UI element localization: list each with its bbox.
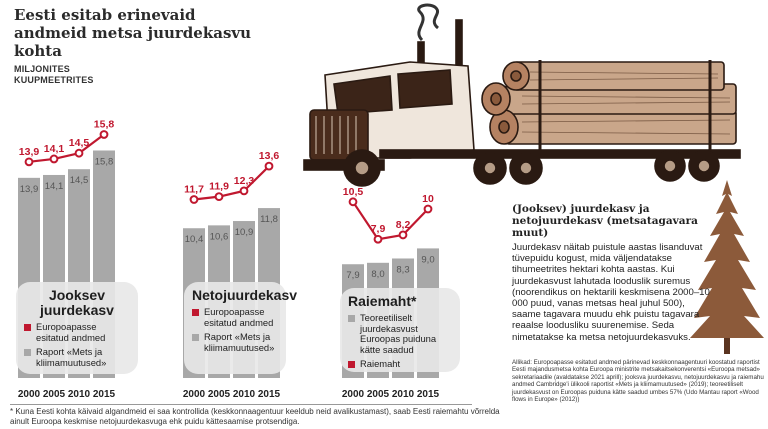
bar-value-label: 14,1 [45,181,64,192]
panel-title: Netojuurdekasv [192,287,298,303]
line-value-label: 14,5 [69,137,90,149]
panel-legend-box: Raiemaht* Teoreetiliselt juurdekasvust E… [340,288,460,372]
x-tick-label: 2005 [43,389,66,400]
x-tick-label: 2000 [18,389,41,400]
x-tick-label: 2015 [258,389,281,400]
truck-wheels [343,149,720,187]
bar-value-label: 8,3 [396,264,409,275]
line-point [24,157,34,167]
x-tick-label: 2015 [417,389,440,400]
x-tick-label: 2000 [183,389,206,400]
series-line [28,133,105,163]
truck-chassis [379,149,741,159]
legend-label: Europoapasse esitatud andmed [204,306,274,328]
series-line [352,201,429,241]
bar-value-label: 10,4 [185,234,204,245]
bar-value-label: 11,8 [260,214,278,225]
bar-value-label: 10,6 [210,231,229,242]
legend-label: Teoreetiliselt juurdekasvust Euroopas pu… [360,312,437,355]
side-explanation: (Jooksev) juurdekasv ja netojuurdekasv (… [512,203,710,343]
x-tick-label: 2005 [208,389,231,400]
line-value-label: 11,9 [209,181,229,193]
legend-swatch-red [192,309,199,316]
spruce-tree-illustration [690,180,764,354]
bar-value-label: 9,0 [421,254,434,265]
legend-label: Raport «Mets ja kliimamuutused» [204,331,275,353]
legend-item: Europoapasse esitatud andmed [24,321,130,343]
x-tick-label: 2000 [342,389,365,400]
line-point [423,204,433,214]
line-value-label: 13,9 [19,146,40,158]
source-note: Allikad: Europoapasse esitatud andmed pä… [512,359,764,404]
legend-item: Raiemaht [348,358,452,370]
side-title: (Jooksev) juurdekasv ja netojuurdekasv (… [512,203,698,239]
legend-label: Europoapasse esitatud andmed [36,321,106,343]
legend-item: Europoapasse esitatud andmed [192,306,278,328]
unit-label: MILJONITES KUUPMEETRITES [14,64,114,86]
legend-swatch-red [348,361,355,368]
line-point [49,154,59,164]
bar-value-label: 8,0 [371,269,384,280]
bar-value-label: 14,5 [70,175,89,186]
line-value-label: 10,5 [343,186,364,198]
line-point [239,186,249,196]
panel-legend-box: Netojuurdekasv Europoapasse esitatud and… [184,282,298,374]
x-tick-label: 2010 [233,389,256,400]
line-point [264,161,274,171]
x-tick-label: 2010 [392,389,415,400]
side-text: Juurdekasv näitab puistule aastas lisand… [512,242,710,343]
line-value-label: 7,9 [371,223,386,235]
line-point [373,234,383,244]
bar-value-label: 13,9 [20,184,39,195]
line-point [189,195,199,204]
legend-item: Raport «Mets ja kliimamuutused» [24,346,130,368]
panel-title: Jooksev juurdekasv [40,287,114,318]
x-tick-label: 2010 [68,389,91,400]
logs [505,61,737,145]
bar-value-label: 10,9 [235,227,254,238]
divider [10,404,472,405]
line-value-label: 11,7 [184,184,204,196]
panel-legend-box: Jooksev juurdekasv Europoapasse esitatud… [16,282,138,374]
line-value-label: 13,6 [259,150,280,162]
x-tick-label: 2005 [367,389,390,400]
legend-label: Raport «Mets ja kliimamuutused» [36,346,107,368]
line-value-label: 14,1 [44,143,65,155]
line-point [99,130,109,139]
line-value-label: 10 [422,193,434,205]
page-title: Eesti esitab erinevaid andmeid metsa juu… [14,6,254,60]
log-truck-illustration [303,3,741,187]
unit-label-text: MILJONITES KUUPMEETRITES [14,64,94,85]
smoke-icon [417,3,440,42]
line-point [348,197,358,207]
footnote: * Kuna Eesti kohta käivaid algandmeid ei… [10,407,500,426]
line-point [398,230,408,240]
x-tick-label: 2015 [93,389,116,400]
log-ends [481,61,530,145]
legend-swatch-grey [24,349,31,356]
bar-value-label: 7,9 [346,270,359,281]
legend-item: Teoreetiliselt juurdekasvust Euroopas pu… [348,312,452,355]
line-point [74,148,84,158]
legend-label: Raiemaht [360,358,401,369]
legend-swatch-grey [348,315,355,322]
panel-title: Raiemaht* [348,293,417,309]
line-value-label: 15,8 [94,118,115,130]
legend-item: Raport «Mets ja kliimamuutused» [192,331,278,353]
series-line [193,165,270,201]
line-value-label: 8,2 [396,219,411,231]
bar-value-label: 15,8 [95,156,114,167]
legend-swatch-grey [192,334,199,341]
line-point [214,192,224,202]
page-title-text: Eesti esitab erinevaid andmeid metsa juu… [14,6,252,60]
legend-swatch-red [24,324,31,331]
line-value-label: 12,3 [234,175,255,187]
